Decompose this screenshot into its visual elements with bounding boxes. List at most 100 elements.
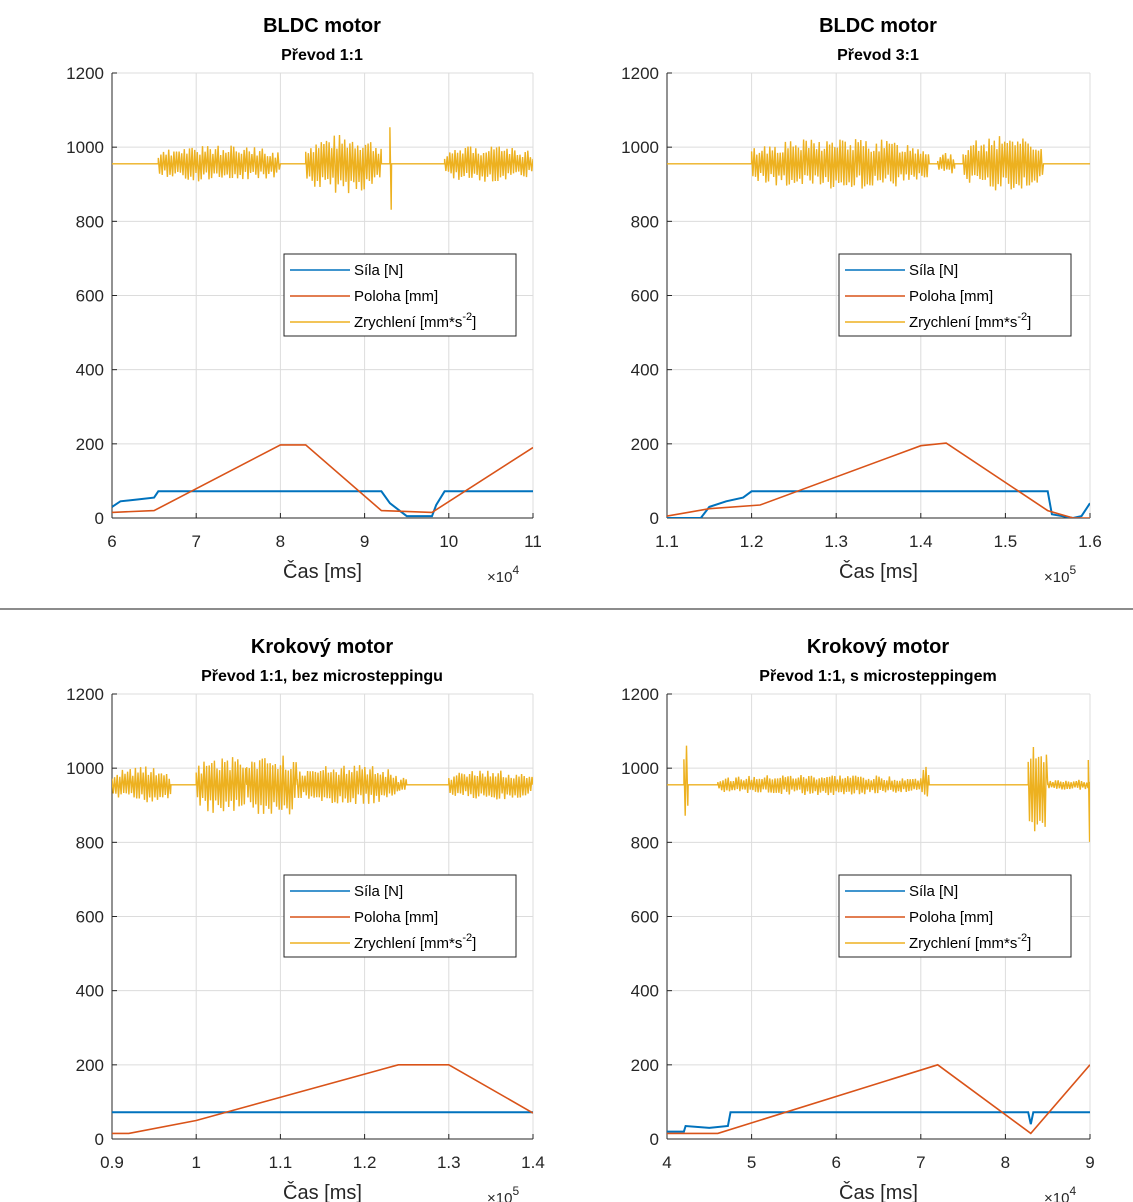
plot-area bbox=[112, 127, 533, 518]
x-tick-label: 1.4 bbox=[521, 1153, 545, 1172]
y-tick-label: 0 bbox=[95, 509, 104, 528]
series-poloha-line bbox=[667, 1063, 1090, 1135]
legend-sila-label: Síla [N] bbox=[909, 262, 958, 279]
x-tick-label: 1.5 bbox=[994, 532, 1018, 551]
series-sila-line bbox=[667, 490, 1090, 518]
legend-superscript: -2 bbox=[1017, 932, 1027, 944]
legend-poloha-label: Poloha [mm] bbox=[354, 288, 438, 305]
legend-zrychleni-text: Zrychlení [mm*s bbox=[354, 314, 462, 331]
chart-subtitle: Převod 1:1, s microsteppingem bbox=[759, 668, 996, 685]
x-exponent-base: ×10 bbox=[1044, 569, 1069, 586]
chart-panel-3: Krokový motor Převod 1:1, bez microsteppi… bbox=[66, 636, 545, 1202]
y-tick-label: 1200 bbox=[66, 685, 104, 704]
x-tick-label: 1.3 bbox=[824, 532, 848, 551]
x-tick-label: 6 bbox=[107, 532, 116, 551]
legend-zrychleni-label: Zrychlení [mm*s-2] bbox=[354, 311, 476, 331]
legend-superscript: -2 bbox=[1017, 311, 1027, 323]
x-exponent-base: ×10 bbox=[487, 1190, 512, 1202]
y-tick-label: 600 bbox=[631, 908, 659, 927]
y-tick-label: 1200 bbox=[621, 64, 659, 83]
y-tick-label: 1200 bbox=[621, 685, 659, 704]
y-tick-label: 400 bbox=[631, 361, 659, 380]
x-tick-label: 1.1 bbox=[269, 1153, 293, 1172]
chart-panel-1: BLDC motor Převod 1:1 0 200 400 600 800 1000 120… bbox=[66, 15, 542, 586]
y-tick-label: 200 bbox=[76, 435, 104, 454]
y-tick-label: 600 bbox=[76, 908, 104, 927]
x-tick-label: 0.9 bbox=[100, 1153, 124, 1172]
x-exponent-power: 4 bbox=[1069, 1184, 1076, 1198]
x-tick-label: 1.6 bbox=[1078, 532, 1102, 551]
legend-sila-text: Síla [N] bbox=[909, 262, 958, 279]
x-exponent-power: 5 bbox=[1069, 563, 1076, 577]
x-tick-label: 1.2 bbox=[740, 532, 764, 551]
y-tick-label: 800 bbox=[76, 833, 104, 852]
series-sila-line bbox=[112, 490, 533, 518]
legend-suffix: ] bbox=[1027, 314, 1031, 331]
legend-suffix: ] bbox=[1027, 935, 1031, 952]
x-tick-label: 1.3 bbox=[437, 1153, 461, 1172]
legend-superscript: -2 bbox=[462, 932, 472, 944]
chart-title: Krokový motor bbox=[251, 636, 393, 658]
legend: Síla [N] Poloha [mm] Zrychlení [mm*s-2] bbox=[838, 874, 1072, 958]
x-tick-label: 7 bbox=[191, 532, 200, 551]
y-tick-label: 400 bbox=[631, 982, 659, 1001]
y-tick-label: 600 bbox=[631, 287, 659, 306]
legend-zrychleni-text: Zrychlení [mm*s bbox=[354, 935, 462, 952]
legend-poloha-label: Poloha [mm] bbox=[909, 909, 993, 926]
legend-zrychleni-text: Zrychlení [mm*s bbox=[909, 935, 1017, 952]
series-zrychleni-line bbox=[667, 745, 1090, 842]
x-exponent-label: ×105 bbox=[487, 1184, 519, 1202]
series-poloha-line bbox=[112, 444, 533, 514]
legend: Síla [N] Poloha [mm] Zrychlení [mm*s-2] bbox=[283, 253, 517, 337]
x-tick-label: 1 bbox=[191, 1153, 200, 1172]
y-tick-label: 1000 bbox=[621, 759, 659, 778]
series-zrychleni-line bbox=[112, 127, 533, 210]
legend-poloha-text: Poloha [mm] bbox=[909, 909, 993, 926]
x-exponent-label: ×105 bbox=[1044, 563, 1076, 586]
legend-sila-text: Síla [N] bbox=[354, 883, 403, 900]
x-tick-label: 10 bbox=[439, 532, 458, 551]
y-tick-label: 800 bbox=[76, 212, 104, 231]
chart-title: BLDC motor bbox=[263, 15, 381, 37]
legend-zrychleni-label: Zrychlení [mm*s-2] bbox=[354, 932, 476, 952]
y-tick-label: 200 bbox=[631, 1056, 659, 1075]
legend-suffix: ] bbox=[472, 935, 476, 952]
legend-poloha-text: Poloha [mm] bbox=[909, 288, 993, 305]
x-tick-label: 6 bbox=[831, 1153, 840, 1172]
y-tick-label: 800 bbox=[631, 212, 659, 231]
x-tick-label: 1.4 bbox=[909, 532, 933, 551]
chart-subtitle: Převod 1:1 bbox=[281, 47, 363, 64]
x-tick-label: 7 bbox=[916, 1153, 925, 1172]
legend-poloha-label: Poloha [mm] bbox=[909, 288, 993, 305]
series-poloha-line bbox=[667, 442, 1090, 518]
y-tick-label: 400 bbox=[76, 361, 104, 380]
legend-zrychleni-label: Zrychlení [mm*s-2] bbox=[909, 311, 1031, 331]
x-tick-label: 8 bbox=[276, 532, 285, 551]
x-tick-label: 11 bbox=[524, 532, 542, 551]
series-zrychleni-line bbox=[112, 755, 533, 815]
y-tick-label: 200 bbox=[76, 1056, 104, 1075]
x-tick-label: 5 bbox=[747, 1153, 756, 1172]
y-tick-label: 200 bbox=[631, 435, 659, 454]
x-tick-label: 4 bbox=[662, 1153, 671, 1172]
x-tick-label: 1.1 bbox=[655, 532, 679, 551]
plot-area bbox=[667, 745, 1090, 1135]
x-axis-label: Čas [ms] bbox=[283, 1181, 362, 1202]
x-tick-label: 9 bbox=[360, 532, 369, 551]
legend-zrychleni-text: Zrychlení [mm*s bbox=[909, 314, 1017, 331]
series-sila-line bbox=[667, 1111, 1090, 1133]
legend-poloha-label: Poloha [mm] bbox=[354, 909, 438, 926]
legend-poloha-text: Poloha [mm] bbox=[354, 288, 438, 305]
x-exponent-power: 5 bbox=[512, 1184, 519, 1198]
y-tick-label: 0 bbox=[650, 1130, 659, 1149]
chart-panel-2: BLDC motor Převod 3:1 0 200 400 600 800 1000 120… bbox=[621, 15, 1102, 586]
plot-area bbox=[112, 755, 533, 1135]
x-exponent-base: ×10 bbox=[487, 569, 512, 586]
x-tick-label: 8 bbox=[1001, 1153, 1010, 1172]
chart-panel-4: Krokový motor Převod 1:1, s microstepping… bbox=[621, 636, 1095, 1202]
plot-area bbox=[667, 136, 1090, 518]
y-tick-label: 800 bbox=[631, 833, 659, 852]
chart-title: BLDC motor bbox=[819, 15, 937, 37]
legend-sila-text: Síla [N] bbox=[909, 883, 958, 900]
series-poloha-line bbox=[112, 1064, 533, 1135]
